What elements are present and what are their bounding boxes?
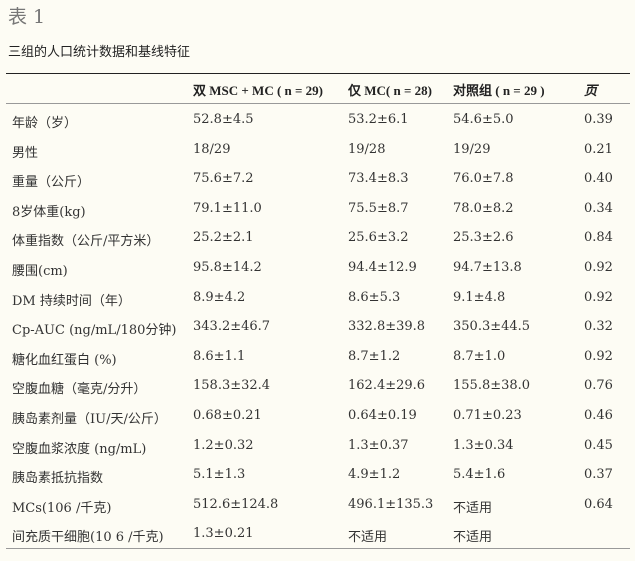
row-label: 8岁体重(kg): [12, 204, 86, 220]
cell-control: 78.0±8.2: [453, 200, 514, 216]
cell-dual-msc-mc: 8.9±4.2: [193, 289, 246, 305]
cell-control: 8.7±1.0: [453, 348, 506, 364]
cell-dual-msc-mc: 1.3±0.21: [193, 526, 254, 542]
cell-mc-only: 73.4±8.3: [348, 171, 409, 187]
cell-mc-only: 4.9±1.2: [348, 467, 401, 483]
cell-control: 19/29: [453, 141, 491, 157]
table-row: 空腹血糖（毫克/分升） 158.3±32.4 162.4±29.6 155.8±38.…: [0, 374, 635, 404]
cell-control: 1.3±0.34: [453, 437, 514, 453]
cell-control: 不适用: [453, 500, 493, 516]
table-body: 年龄（岁） 52.8±4.5 53.2±6.1 54.6±5.0 0.39 男性 18/29…: [0, 108, 635, 552]
row-label: 间充质干细胞(10 6 /千克): [12, 530, 164, 546]
cell-control: 155.8±38.0: [453, 378, 531, 394]
cell-dual-msc-mc: 18/29: [193, 141, 231, 157]
cell-p-value: 0.92: [584, 259, 613, 275]
cell-p-value: 0.37: [584, 467, 613, 483]
cell-mc-only: 332.8±39.8: [348, 319, 426, 335]
cell-control: 54.6±5.0: [453, 112, 514, 127]
cell-p-value: 0.64: [584, 496, 613, 512]
row-label: 腰围(cm): [12, 263, 68, 279]
cell-p-value: 0.40: [584, 171, 613, 187]
header-dual-msc-mc: 双 MSC + MC ( n = 29): [193, 83, 324, 98]
cell-control: 0.71±0.23: [453, 407, 522, 423]
cell-mc-only: 53.2±6.1: [348, 112, 409, 127]
cell-control: 25.3±2.6: [453, 230, 514, 246]
cell-dual-msc-mc: 512.6±124.8: [193, 496, 279, 512]
row-label: 空腹血糖（毫克/分升）: [12, 382, 147, 398]
cell-dual-msc-mc: 79.1±11.0: [193, 200, 262, 216]
table-row: MCs(106 /千克) 512.6±124.8 496.1±135.3 不适用 0.6…: [0, 493, 635, 523]
cell-control: 不适用: [453, 530, 493, 546]
cell-mc-only: 不适用: [348, 530, 388, 546]
row-label: 体重指数（公斤/平方米）: [12, 234, 160, 250]
row-label: Cp-AUC (ng/mL/180分钟): [12, 323, 177, 339]
cell-p-value: 0.39: [584, 112, 613, 127]
table-caption: 三组的人口统计数据和基线特征: [8, 45, 191, 60]
row-label: 男性: [12, 145, 39, 161]
cell-control: 5.4±1.6: [453, 467, 506, 483]
table-row: 间充质干细胞(10 6 /千克) 1.3±0.21 不适用 不适用: [0, 522, 635, 552]
cell-p-value: 0.46: [584, 407, 613, 423]
cell-control: 350.3±44.5: [453, 319, 531, 335]
cell-dual-msc-mc: 95.8±14.2: [193, 259, 262, 275]
cell-dual-msc-mc: 52.8±4.5: [193, 112, 254, 127]
cell-dual-msc-mc: 8.6±1.1: [193, 348, 246, 364]
cell-mc-only: 1.3±0.37: [348, 437, 409, 453]
cell-dual-msc-mc: 25.2±2.1: [193, 230, 254, 246]
cell-p-value: 0.92: [584, 348, 613, 364]
table-row: 8岁体重(kg) 79.1±11.0 75.5±8.7 78.0±8.2 0.34: [0, 197, 635, 227]
bottom-rule: [6, 548, 630, 549]
cell-dual-msc-mc: 5.1±1.3: [193, 467, 246, 483]
cell-p-value: 0.34: [584, 200, 613, 216]
table-row: 腰围(cm) 95.8±14.2 94.4±12.9 94.7±13.8 0.92: [0, 256, 635, 286]
header-control: 对照组 ( n = 29 ): [453, 83, 545, 98]
cell-mc-only: 19/28: [348, 141, 386, 157]
cell-p-value: 0.84: [584, 230, 613, 246]
cell-control: 94.7±13.8: [453, 259, 522, 275]
cell-mc-only: 94.4±12.9: [348, 259, 417, 275]
cell-dual-msc-mc: 1.2±0.32: [193, 437, 254, 453]
cell-mc-only: 8.7±1.2: [348, 348, 401, 364]
table-row: 男性 18/29 19/28 19/29 0.21: [0, 138, 635, 168]
row-label: 年龄（岁）: [12, 116, 78, 131]
cell-mc-only: 496.1±135.3: [348, 496, 434, 512]
table-row: 胰岛素抵抗指数 5.1±1.3 4.9±1.2 5.4±1.6 0.37: [0, 463, 635, 493]
cell-control: 76.0±7.8: [453, 171, 514, 187]
table-row: DM 持续时间（年） 8.9±4.2 8.6±5.3 9.1±4.8 0.92: [0, 286, 635, 316]
header-rule: [6, 103, 630, 104]
cell-mc-only: 162.4±29.6: [348, 378, 426, 394]
header-p-value: 页: [584, 83, 598, 98]
table-row: Cp-AUC (ng/mL/180分钟) 343.2±46.7 332.8±39.8…: [0, 315, 635, 345]
row-label: 糖化血红蛋白 (%): [12, 352, 117, 368]
row-label: 胰岛素抵抗指数: [12, 471, 104, 487]
cell-dual-msc-mc: 343.2±46.7: [193, 319, 271, 335]
cell-mc-only: 25.6±3.2: [348, 230, 409, 246]
cell-dual-msc-mc: 0.68±0.21: [193, 407, 262, 423]
cell-dual-msc-mc: 75.6±7.2: [193, 171, 254, 187]
top-rule: [6, 73, 630, 74]
cell-dual-msc-mc: 158.3±32.4: [193, 378, 271, 394]
row-label: 胰岛素剂量（IU/天/公斤）: [12, 411, 167, 427]
cell-p-value: 0.45: [584, 437, 613, 453]
cell-p-value: 0.32: [584, 319, 613, 335]
cell-mc-only: 75.5±8.7: [348, 200, 409, 216]
cell-mc-only: 8.6±5.3: [348, 289, 401, 305]
row-label: 重量（公斤）: [12, 175, 91, 191]
table-row: 体重指数（公斤/平方米） 25.2±2.1 25.6±3.2 25.3±2.6 0.84: [0, 226, 635, 256]
table-row: 年龄（岁） 52.8±4.5 53.2±6.1 54.6±5.0 0.39: [0, 108, 635, 138]
table-title: 表 1: [8, 6, 46, 28]
cell-mc-only: 0.64±0.19: [348, 407, 417, 423]
cell-p-value: 0.76: [584, 378, 613, 394]
table-row: 空腹血浆浓度 (ng/mL) 1.2±0.32 1.3±0.37 1.3±0.34 0.…: [0, 434, 635, 464]
table-row: 重量（公斤） 75.6±7.2 73.4±8.3 76.0±7.8 0.40: [0, 167, 635, 197]
cell-control: 9.1±4.8: [453, 289, 506, 305]
header-mc-only: 仅 MC( n = 28): [348, 83, 432, 98]
table-row: 糖化血红蛋白 (%) 8.6±1.1 8.7±1.2 8.7±1.0 0.92: [0, 345, 635, 375]
row-label: MCs(106 /千克): [12, 500, 112, 516]
row-label: DM 持续时间（年）: [12, 293, 131, 309]
table-row: 胰岛素剂量（IU/天/公斤） 0.68±0.21 0.64±0.19 0.71±0.2…: [0, 404, 635, 434]
cell-p-value: 0.21: [584, 141, 613, 157]
cell-p-value: 0.92: [584, 289, 613, 305]
row-label: 空腹血浆浓度 (ng/mL): [12, 441, 147, 457]
